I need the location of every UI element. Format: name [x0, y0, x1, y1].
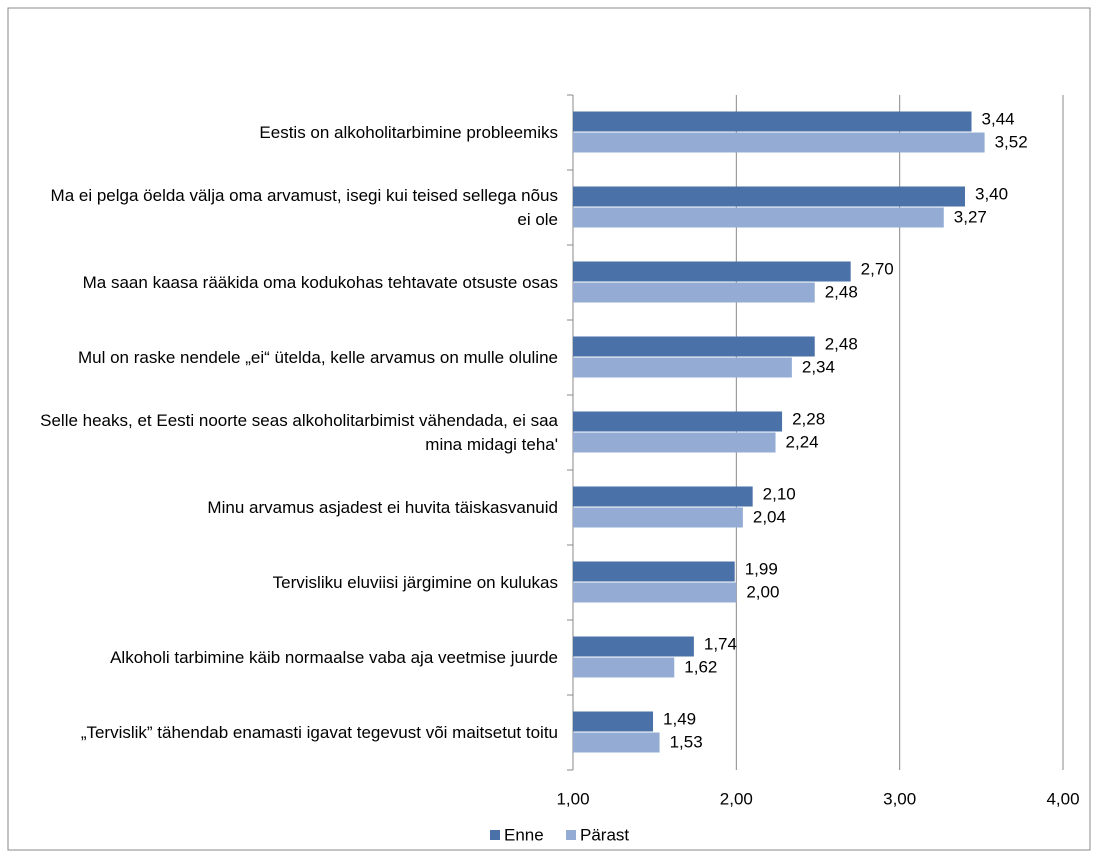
value-label: 3,44	[982, 109, 1015, 128]
bar	[573, 432, 776, 453]
bar	[573, 711, 654, 732]
bar	[573, 282, 815, 303]
legend-swatch	[490, 830, 500, 840]
value-label: 2,10	[763, 484, 796, 503]
bar	[573, 657, 675, 678]
category-label: Ma ei pelga öelda välja oma arvamust, is…	[50, 185, 558, 229]
value-label: 3,27	[954, 207, 987, 226]
value-label: 2,28	[792, 409, 825, 428]
bar	[573, 132, 985, 153]
bar	[573, 636, 694, 657]
bar	[573, 561, 735, 582]
category-label: Ma saan kaasa rääkida oma kodukohas teht…	[82, 272, 558, 292]
category-label: „Tervislik” tähendab enamasti igavat teg…	[80, 722, 558, 742]
legend-label: Pärast	[580, 825, 629, 844]
bar	[573, 186, 965, 207]
legend-swatch	[566, 830, 576, 840]
category-label: Minu arvamus asjadest ei huvita täiskasv…	[207, 497, 558, 517]
value-label: 1,53	[670, 732, 703, 751]
x-tick-label: 2,00	[720, 789, 753, 808]
category-label: Alkoholi tarbimine käib normaalse vaba a…	[110, 647, 558, 667]
bar	[573, 336, 815, 357]
value-label: 2,34	[802, 357, 835, 376]
x-tick-label: 3,00	[883, 789, 916, 808]
value-label: 2,24	[786, 432, 819, 451]
bar	[573, 507, 743, 528]
value-label: 2,00	[746, 582, 779, 601]
category-label: Tervisliku eluviisi järgimine on kulukas	[272, 572, 558, 592]
bar	[573, 486, 753, 507]
value-label: 1,99	[745, 559, 778, 578]
category-label: Mul on raske nendele „ei“ ütelda, kelle …	[77, 347, 558, 367]
bar	[573, 261, 851, 282]
value-label: 1,74	[704, 634, 737, 653]
value-label: 2,48	[825, 282, 858, 301]
bar	[573, 357, 792, 378]
value-label: 3,52	[995, 132, 1028, 151]
chart-border	[7, 7, 1091, 851]
x-tick-label: 4,00	[1046, 789, 1079, 808]
value-label: 2,04	[753, 507, 786, 526]
category-label: Selle heaks, et Eesti noorte seas alkoho…	[40, 410, 558, 454]
x-tick-label: 1,00	[556, 789, 589, 808]
bar	[573, 411, 783, 432]
bar	[573, 732, 660, 753]
category-label: Eestis on alkoholitarbimine probleemiks	[259, 122, 558, 142]
value-label: 2,48	[825, 334, 858, 353]
value-label: 1,62	[684, 657, 717, 676]
legend-label: Enne	[504, 825, 544, 844]
value-label: 1,49	[663, 709, 696, 728]
bar	[573, 582, 737, 603]
value-label: 3,40	[975, 184, 1008, 203]
value-label: 2,70	[861, 259, 894, 278]
bar	[573, 207, 944, 228]
bar	[573, 111, 972, 132]
